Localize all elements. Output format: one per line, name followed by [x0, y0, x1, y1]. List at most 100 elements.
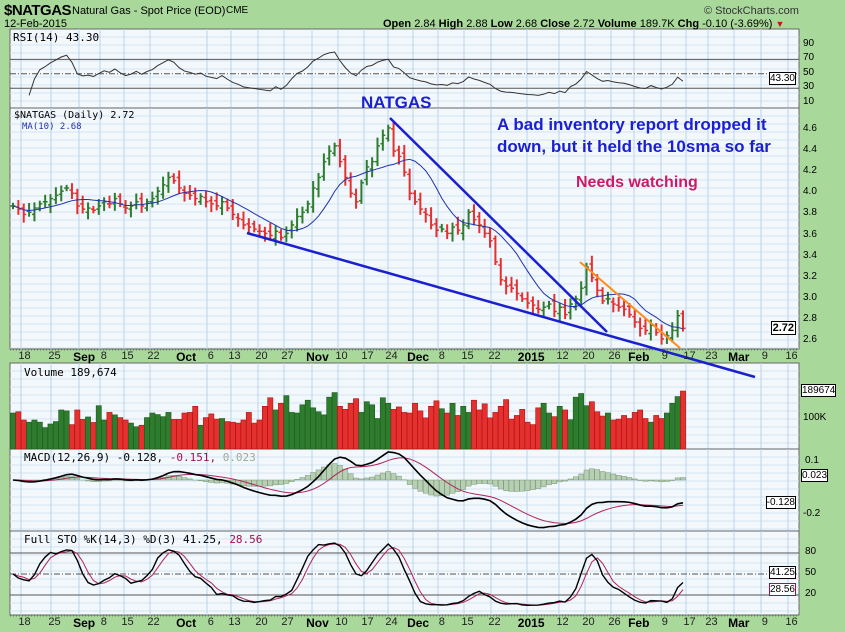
price-bar	[26, 203, 32, 217]
macd-histogram-bar	[648, 479, 654, 482]
macd-histogram-bar	[337, 465, 343, 481]
macd-histogram-bar	[551, 479, 558, 484]
volume-bar	[197, 424, 204, 450]
price-bar	[257, 224, 263, 237]
macd-histogram-bar	[310, 472, 316, 481]
price-bar	[337, 138, 343, 168]
macd-histogram-bar	[642, 479, 649, 482]
x-tick-label: 9	[661, 616, 668, 628]
macd-histogram-bar	[498, 479, 504, 490]
volume-bar	[487, 417, 493, 450]
volume-bar	[256, 419, 263, 450]
price-bar	[224, 198, 230, 212]
x-tick-label: 20	[582, 350, 595, 362]
volume-bar	[149, 412, 156, 450]
price-tick-label: 3.0	[803, 291, 817, 303]
volume-bar	[347, 402, 354, 450]
chg-value: -0.10 (-3.69%)	[702, 18, 773, 30]
price-bar	[332, 142, 338, 157]
macd-histogram-bar	[455, 479, 461, 493]
volume-bar	[610, 419, 617, 450]
price-bar	[187, 185, 193, 200]
volume-bar	[213, 418, 220, 450]
volume-bar	[503, 399, 510, 450]
price-bar	[90, 205, 96, 214]
volume-label: Volume	[597, 18, 637, 30]
volume-bar	[224, 421, 231, 450]
volume-bar	[52, 421, 59, 450]
volume-bar	[181, 412, 188, 450]
macd-last-value: -0.128	[765, 495, 796, 509]
price-bar	[450, 222, 456, 242]
macd-histogram-bar	[331, 463, 338, 481]
macd-histogram-bar	[546, 479, 552, 486]
macd-histogram-bar	[492, 479, 499, 487]
volume-bar	[412, 402, 418, 450]
x-tick-label: 15	[121, 350, 134, 362]
price-bar	[573, 295, 579, 311]
volume-bar	[122, 419, 129, 450]
macd-histogram-bar	[203, 479, 209, 482]
sto-legend-d: 28.56	[229, 533, 263, 546]
macd-histogram-bar	[449, 479, 456, 494]
x-tick-label: 26	[608, 616, 621, 628]
price-bar	[417, 192, 423, 215]
high-label: High	[438, 18, 464, 30]
price-bar	[74, 188, 80, 215]
volume-bar	[647, 421, 654, 450]
x-tick-label: 22	[147, 616, 160, 628]
price-tick-label: 3.4	[803, 249, 817, 261]
volume-bar	[31, 419, 38, 450]
macd-histogram-bar	[476, 479, 483, 484]
macd-histogram-bar	[621, 476, 627, 481]
volume-bar	[358, 412, 365, 450]
price-bar	[621, 300, 627, 317]
panel-macd	[9, 448, 800, 532]
price-bar	[675, 309, 681, 338]
price-bar	[305, 200, 311, 214]
volume-bar	[379, 397, 386, 450]
price-bar	[299, 206, 305, 224]
macd-histogram-bar	[213, 479, 220, 484]
price-bar	[326, 145, 332, 166]
volume-bar	[58, 409, 65, 450]
x-tick-label: 22	[488, 616, 501, 628]
macd-histogram-bar	[358, 478, 365, 481]
macd-histogram-bar	[653, 479, 659, 482]
volume-bar	[594, 411, 601, 450]
rsi-tick-label: 90	[803, 38, 815, 49]
description: Natural Gas - Spot Price (EOD)	[72, 5, 226, 17]
volume-bar	[85, 416, 91, 450]
volume-bar	[133, 426, 140, 450]
volume-bar	[492, 412, 499, 450]
price-bar	[64, 184, 70, 192]
volume-bar	[106, 412, 113, 450]
macd-histogram-bar	[615, 475, 622, 481]
price-tick-label: 3.8	[803, 207, 817, 219]
price-bar	[396, 145, 402, 165]
price-bar	[616, 296, 622, 312]
date: 12-Feb-2015	[4, 18, 67, 30]
upper-trendline	[389, 117, 608, 333]
sto-tick-label: 80	[805, 546, 817, 557]
macd-histogram-bar	[556, 479, 563, 483]
volume-bar	[63, 410, 70, 450]
macd-histogram-bar	[299, 477, 306, 481]
price-bar	[589, 255, 595, 283]
price-legend: $NATGAS (Daily) 2.72	[14, 110, 135, 121]
macd-histogram-bar	[471, 479, 477, 485]
volume-bar	[42, 427, 49, 450]
price-bar	[380, 129, 386, 151]
price-bar	[283, 226, 289, 243]
macd-histogram-bar	[353, 477, 359, 481]
macd-legend-signal: -0.151,	[169, 451, 217, 464]
macd-histogram-bar	[444, 479, 450, 496]
volume-bar	[556, 405, 563, 450]
volume-bar	[326, 396, 333, 450]
price-bar	[605, 291, 611, 305]
price-bar	[230, 198, 236, 221]
macd-histogram-bar	[578, 473, 584, 481]
volume-bar	[374, 418, 381, 450]
x-tick-label: Dec	[407, 616, 430, 630]
high-value: 2.88	[466, 18, 488, 30]
